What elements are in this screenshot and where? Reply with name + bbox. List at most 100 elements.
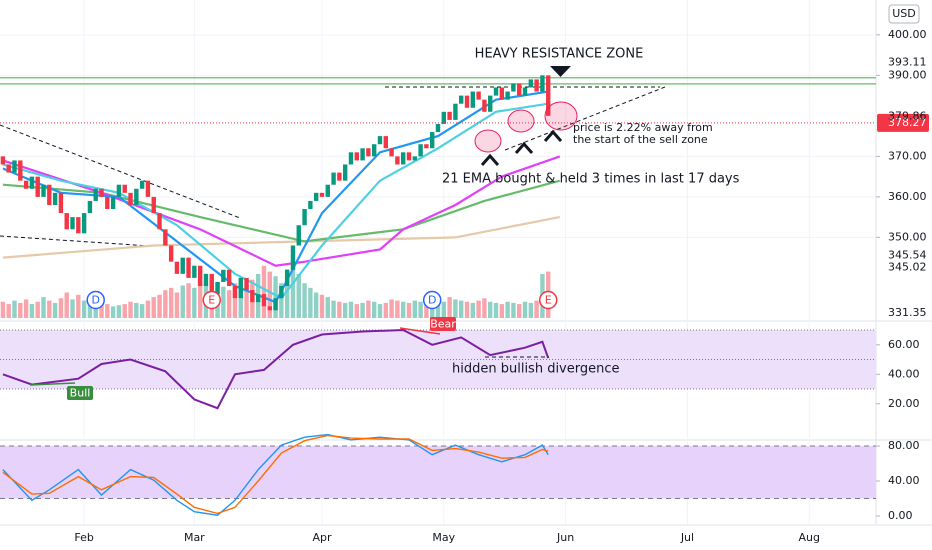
volume-bar xyxy=(221,286,226,318)
y-tick-label: 20.00 xyxy=(888,397,920,410)
volume-bar xyxy=(180,285,185,318)
event-marker xyxy=(202,290,221,310)
volume-bar xyxy=(319,294,325,318)
candle xyxy=(476,91,481,100)
annotation: HEAVY RESISTANCE ZONE xyxy=(475,47,644,62)
candle xyxy=(197,265,203,286)
indicator-line xyxy=(2,328,550,410)
event-marker xyxy=(538,290,558,310)
candle xyxy=(244,277,249,291)
volume-bar xyxy=(337,301,342,318)
volume-bar xyxy=(23,299,29,318)
candle xyxy=(482,99,487,112)
signal-box xyxy=(67,386,93,400)
candle xyxy=(168,245,174,262)
volume-bar xyxy=(18,302,23,318)
candle xyxy=(331,172,336,185)
divergence-line xyxy=(399,327,441,335)
candle xyxy=(435,123,441,133)
candle xyxy=(6,164,11,173)
candle xyxy=(174,261,180,274)
x-tick-label: Apr xyxy=(312,531,332,544)
candle xyxy=(360,148,365,161)
trendline xyxy=(504,86,666,151)
divergence-line xyxy=(29,382,76,386)
event-marker xyxy=(422,290,442,310)
volume-bar xyxy=(273,276,278,318)
arrow-down xyxy=(550,66,571,77)
candle xyxy=(400,152,406,165)
volume-bar xyxy=(453,299,458,318)
volume-bar xyxy=(6,304,11,318)
candle xyxy=(122,184,127,193)
candle xyxy=(348,152,354,165)
candle xyxy=(528,79,534,88)
volume-bar xyxy=(174,292,180,318)
candle xyxy=(116,184,122,197)
volume-bar xyxy=(348,301,354,318)
volume-bar xyxy=(76,294,81,318)
indicator-line xyxy=(2,434,549,515)
band xyxy=(0,445,876,499)
volume-bar xyxy=(261,265,267,318)
candle xyxy=(453,103,458,120)
signal-box xyxy=(430,317,456,331)
volume-bar xyxy=(441,301,447,318)
moving-average xyxy=(2,102,549,300)
candle xyxy=(93,188,98,201)
volume-bar xyxy=(354,304,359,318)
volume-bar xyxy=(412,300,417,318)
candle xyxy=(145,180,151,197)
candle xyxy=(105,196,110,210)
candle xyxy=(406,152,412,161)
caret xyxy=(514,141,534,154)
candle xyxy=(70,217,75,230)
candle xyxy=(273,298,278,311)
volume-bar xyxy=(64,292,69,318)
candle xyxy=(12,160,17,173)
candle xyxy=(232,285,238,299)
candle xyxy=(534,79,539,92)
volume-bar xyxy=(360,302,365,318)
candle xyxy=(18,160,23,181)
candle xyxy=(47,184,52,205)
candle xyxy=(209,273,214,295)
candle xyxy=(290,245,296,270)
volume-bar xyxy=(197,280,203,318)
volume-bar xyxy=(499,304,505,318)
volume-bar xyxy=(157,294,162,318)
volume-bar xyxy=(389,299,394,318)
volume-bar xyxy=(476,300,481,318)
candle xyxy=(366,148,371,157)
volume-bar xyxy=(447,297,452,318)
candle xyxy=(238,277,243,299)
candle xyxy=(52,192,58,205)
highlight-circle xyxy=(507,109,535,133)
candle xyxy=(383,136,388,149)
candle xyxy=(76,217,81,234)
candle xyxy=(0,156,6,165)
volume-bar xyxy=(226,290,232,318)
candle xyxy=(447,111,452,120)
candle xyxy=(192,265,197,278)
candle xyxy=(522,87,528,96)
volume-bar xyxy=(296,273,301,318)
candle xyxy=(81,213,87,234)
volume-bar xyxy=(168,287,174,318)
volume-bar xyxy=(232,283,238,318)
volume-bar xyxy=(424,299,429,318)
candle xyxy=(99,188,104,197)
candle xyxy=(488,95,493,112)
volume-bar xyxy=(110,306,116,318)
candle xyxy=(221,269,226,282)
candle xyxy=(546,75,551,116)
x-tick-label: Jul xyxy=(680,531,694,544)
event-label: E xyxy=(545,294,552,307)
volume-bar xyxy=(186,283,191,318)
candle xyxy=(540,75,545,92)
candle xyxy=(255,294,261,303)
volume-bar xyxy=(105,304,110,318)
candle xyxy=(157,213,162,230)
y-tick-label: 360.00 xyxy=(888,190,927,203)
